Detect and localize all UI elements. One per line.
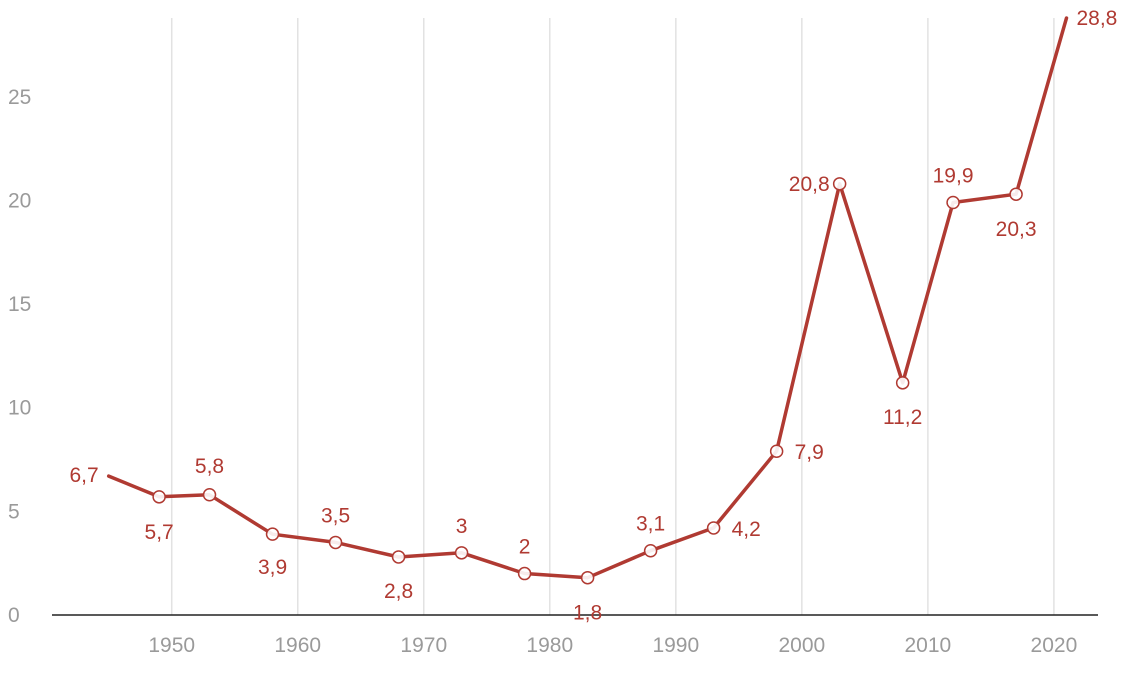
data-label: 3,1	[636, 513, 665, 536]
x-tick-label: 1980	[526, 634, 573, 657]
data-point	[517, 566, 532, 581]
data-point	[895, 376, 910, 390]
gridlines	[170, 18, 1055, 615]
data-point	[946, 195, 960, 210]
data-point	[152, 490, 166, 504]
data-point	[265, 527, 280, 541]
x-tick-label: 1970	[400, 634, 447, 657]
series-line	[106, 16, 1069, 580]
y-tick-label: 25	[8, 86, 31, 109]
data-label: 3	[456, 515, 468, 538]
data-label: 5,7	[145, 521, 174, 544]
data-label: 1,8	[573, 602, 602, 625]
data-label: 3,9	[258, 556, 287, 579]
x-tick-label: 2020	[1031, 634, 1078, 657]
data-label: 5,8	[195, 455, 224, 478]
data-point	[1009, 187, 1023, 201]
y-tick-label: 5	[8, 500, 20, 523]
data-point	[202, 488, 217, 502]
data-label: 19,9	[933, 164, 974, 187]
data-label: 6,7	[70, 464, 99, 487]
x-tick-label: 1960	[274, 634, 321, 657]
y-tick-label: 10	[8, 397, 31, 420]
data-label: 3,5	[321, 504, 350, 527]
data-point	[706, 521, 721, 535]
data-point	[328, 535, 343, 550]
data-label: 20,8	[789, 173, 830, 196]
data-labels: 6,7 5,7 5,8 3,9 3,5 2,8 3 2 1,8 3,1 4,2 7,9 20,8 11,2…	[70, 7, 1118, 625]
data-label: 2,8	[384, 580, 413, 603]
data-label: 28,8	[1076, 7, 1117, 30]
data-label: 4,2	[732, 518, 761, 541]
data-label: 2	[519, 536, 531, 559]
data-label: 11,2	[883, 406, 922, 429]
data-label: 7,9	[795, 441, 824, 464]
x-tick-label: 2000	[778, 634, 825, 657]
data-point	[454, 546, 469, 560]
y-tick-label: 0	[8, 604, 20, 627]
x-tick-label: 1950	[148, 634, 195, 657]
axes: 1950 1960 1970 1980 1990 2000 2010 2020 0 5 10 15 20…	[8, 86, 1098, 657]
data-point	[769, 444, 784, 458]
y-tick-label: 20	[8, 189, 31, 212]
data-point	[580, 570, 595, 585]
x-tick-label: 1990	[652, 634, 699, 657]
data-point	[643, 543, 658, 558]
x-tick-label: 2010	[905, 634, 952, 657]
y-tick-label: 15	[8, 293, 31, 316]
series	[106, 16, 1069, 585]
data-point	[391, 550, 406, 564]
data-point	[832, 177, 847, 191]
data-label: 20,3	[996, 218, 1037, 241]
